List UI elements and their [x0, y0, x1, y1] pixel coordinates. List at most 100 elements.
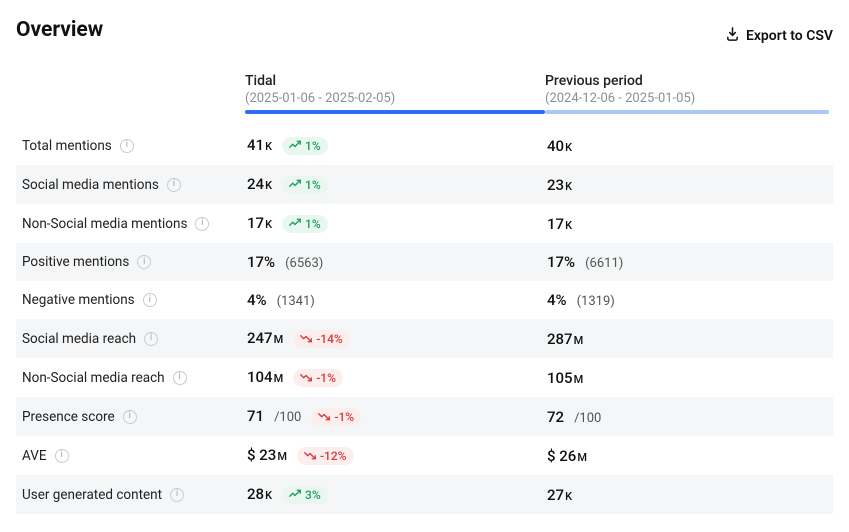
previous-value-cell: 72/100 — [547, 408, 827, 426]
previous-value-cell: 17% (6611) — [547, 253, 827, 271]
table-row: Social media mentions i 24K 1% 23K — [16, 165, 833, 204]
delta-value: 1% — [305, 217, 321, 231]
metric-label: Positive mentions — [22, 254, 129, 270]
current-value-cell: 71/100 -1% — [247, 407, 547, 426]
previous-value: 17% — [547, 253, 575, 271]
delta-value: 1% — [305, 178, 321, 192]
metric-label-cell: Negative mentions i — [22, 292, 247, 308]
metric-label-cell: Total mentions i — [22, 138, 247, 154]
metric-label: AVE — [22, 448, 47, 464]
column-previous-name: Previous period — [545, 73, 829, 89]
metric-label: Social media mentions — [22, 177, 159, 193]
delta-value: -1% — [334, 410, 354, 424]
metric-label: User generated content — [22, 487, 162, 503]
metric-label: Social media reach — [22, 331, 136, 347]
previous-subvalue: (1319) — [577, 294, 615, 309]
metric-label-cell: Non-Social media mentions i — [22, 216, 247, 232]
previous-value: 287M — [547, 330, 583, 348]
current-value: 247M — [247, 329, 283, 347]
delta-badge: 3% — [282, 486, 328, 504]
previous-value-cell: 27K — [547, 486, 827, 504]
info-icon[interactable]: i — [195, 217, 209, 231]
delta-value: -14% — [316, 332, 343, 346]
info-icon[interactable]: i — [170, 488, 184, 502]
table-row: User generated content i 28K 3% 27K — [16, 475, 833, 514]
trend-up-icon — [289, 217, 301, 231]
metric-label-cell: Presence score i — [22, 409, 247, 425]
table-row: Non-Social media mentions i 17K 1% 17K — [16, 204, 833, 243]
current-value: 28K — [247, 485, 272, 503]
metric-label: Non-Social media reach — [22, 370, 165, 386]
current-value-cell: 17%(6563) — [247, 253, 547, 271]
metric-label-cell: AVE i — [22, 448, 247, 464]
table-row: Negative mentions i 4% (1341) 4% (1319) — [16, 281, 833, 319]
column-previous-range: (2024-12-06 - 2025-01-05) — [545, 91, 829, 106]
column-current-name: Tidal — [245, 73, 545, 89]
current-value-cell: 41K 1% — [247, 136, 547, 155]
trend-up-icon — [289, 139, 301, 153]
previous-value-cell: 105M — [547, 369, 827, 387]
delta-badge: 1% — [282, 215, 328, 233]
current-value-cell: 24K 1% — [247, 175, 547, 194]
metric-label: Total mentions — [22, 138, 112, 154]
export-csv-button[interactable]: Export to CSV — [725, 26, 833, 45]
previous-value: $ 26M — [547, 447, 587, 465]
info-icon[interactable]: i — [137, 255, 151, 269]
download-icon — [725, 26, 740, 45]
table-row: Positive mentions i 17%(6563)17% (6611) — [16, 243, 833, 281]
delta-badge: -1% — [311, 408, 361, 426]
previous-value-cell: 23K — [547, 176, 827, 194]
header: Overview Export to CSV — [16, 18, 833, 45]
metric-label: Presence score — [22, 409, 115, 425]
previous-value: 105M — [547, 369, 583, 387]
current-subvalue: (1341) — [277, 294, 315, 309]
previous-subvalue: (6611) — [585, 256, 623, 271]
metric-label: Negative mentions — [22, 292, 135, 308]
current-value: 41K — [247, 136, 272, 154]
current-value: 71 — [247, 407, 264, 425]
metric-label-cell: Social media reach i — [22, 331, 247, 347]
current-value-cell: 104M -1% — [247, 368, 547, 387]
previous-value-cell: 4% (1319) — [547, 291, 827, 309]
current-value: 4% — [247, 291, 267, 309]
column-headers: Tidal (2025-01-06 - 2025-02-05) Previous… — [16, 73, 833, 124]
column-current: Tidal (2025-01-06 - 2025-02-05) — [245, 73, 545, 118]
metric-label-cell: Social media mentions i — [22, 177, 247, 193]
current-subvalue: (6563) — [285, 256, 323, 271]
info-icon[interactable]: i — [143, 293, 157, 307]
current-subvalue: /100 — [274, 410, 301, 425]
current-value: 24K — [247, 175, 272, 193]
current-value: 104M — [247, 368, 283, 386]
metric-label-cell: Positive mentions i — [22, 254, 247, 270]
trend-up-icon — [289, 178, 301, 192]
delta-value: -1% — [316, 371, 336, 385]
info-icon[interactable]: i — [167, 178, 181, 192]
info-icon[interactable]: i — [123, 410, 137, 424]
table-row: Social media reach i 247M -14% 287M — [16, 319, 833, 358]
metric-label: Non-Social media mentions — [22, 216, 187, 232]
delta-badge: -1% — [293, 369, 343, 387]
previous-value-cell: 287M — [547, 330, 827, 348]
info-icon[interactable]: i — [55, 449, 69, 463]
delta-value: -12% — [320, 449, 347, 463]
column-previous-bar — [545, 110, 829, 114]
info-icon[interactable]: i — [120, 139, 134, 153]
delta-badge: -12% — [297, 447, 354, 465]
delta-value: 1% — [305, 139, 321, 153]
trend-down-icon — [304, 449, 316, 463]
previous-value-cell: 40K — [547, 137, 827, 155]
current-value: 17K — [247, 214, 272, 232]
table-row: Total mentions i 41K 1% 40K — [16, 126, 833, 165]
info-icon[interactable]: i — [144, 332, 158, 346]
export-csv-label: Export to CSV — [746, 28, 833, 44]
trend-down-icon — [300, 371, 312, 385]
info-icon[interactable]: i — [173, 371, 187, 385]
column-current-bar — [245, 110, 545, 114]
current-value-cell: 4% (1341) — [247, 291, 547, 309]
previous-value: 23K — [547, 176, 572, 194]
current-value-cell: $ 23M-12% — [247, 446, 547, 465]
previous-value: 4% — [547, 291, 567, 309]
trend-down-icon — [300, 332, 312, 346]
previous-value: 17K — [547, 215, 572, 233]
table-row: AVE i $ 23M-12%$ 26M — [16, 436, 833, 475]
